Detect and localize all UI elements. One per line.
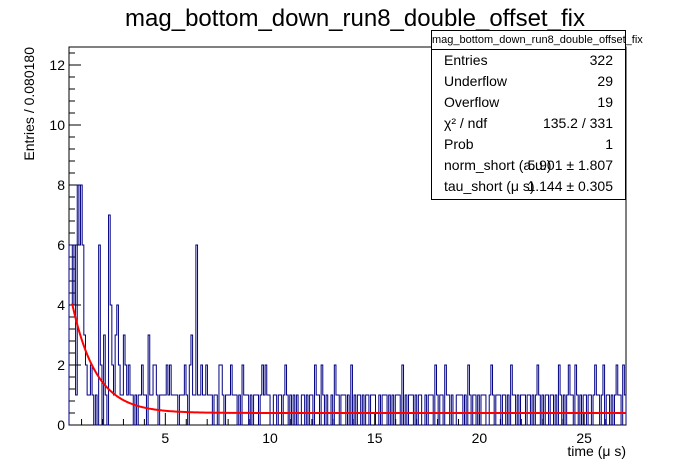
stats-row: χ² / ndf 135.2 / 331: [432, 113, 625, 134]
stats-value: 5.901 ± 1.807: [527, 157, 613, 173]
fit-curve: [71, 303, 626, 414]
stats-label: Prob: [444, 136, 474, 152]
x-tick-label: 20: [472, 430, 488, 446]
y-tick-label: 2: [57, 357, 65, 373]
stats-label: Entries: [444, 52, 488, 68]
stats-row: Entries 322: [432, 50, 625, 71]
x-tick-label: 25: [576, 430, 592, 446]
chart-title: mag_bottom_down_run8_double_offset_fix: [125, 5, 585, 32]
x-axis-label: time (μ s): [567, 443, 626, 459]
x-tick-label: 5: [161, 430, 169, 446]
y-tick-label: 6: [57, 237, 65, 253]
stats-label: tau_short (μ s): [444, 178, 535, 194]
stats-row: Underflow 29: [432, 71, 625, 92]
histogram-series: [68, 184, 627, 426]
stats-label: χ² / ndf: [444, 115, 488, 131]
stats-value: 1.144 ± 0.305: [527, 178, 613, 194]
y-tick-label: 10: [49, 117, 65, 133]
stats-box: mag_bottom_down_run8_double_offset_fix E…: [431, 30, 643, 200]
x-tick-label: 15: [367, 430, 383, 446]
stats-value: 29: [597, 73, 613, 89]
y-tick-label: 0: [57, 417, 65, 433]
stats-value: 1: [605, 136, 613, 152]
stats-label: norm_short (a.u.): [444, 157, 552, 173]
stats-row: Overflow 19: [432, 92, 625, 113]
stats-row: tau_short (μ s) 1.144 ± 0.305: [432, 176, 625, 197]
stats-value: 19: [597, 94, 613, 110]
y-tick-label: 8: [57, 177, 65, 193]
stats-label: Overflow: [444, 94, 500, 110]
stats-rows: Entries 322 Underflow 29 Overflow 19 χ² / ndf 1…: [432, 50, 625, 197]
stats-row: Prob 1: [432, 134, 625, 155]
x-tick-label: 10: [262, 430, 278, 446]
stats-value: 322: [589, 52, 613, 68]
stats-value: 135.2 / 331: [542, 115, 613, 131]
y-tick-label: 12: [49, 57, 65, 73]
y-axis: 0 2 4 6 8 10 12: [49, 52, 81, 433]
stats-label: Underflow: [444, 73, 508, 89]
stats-title: mag_bottom_down_run8_double_offset_fix: [432, 31, 643, 50]
y-axis-label: Entries / 0.080180: [21, 47, 37, 161]
y-tick-label: 4: [57, 297, 65, 313]
stats-row: norm_short (a.u.) 5.901 ± 1.807: [432, 155, 625, 176]
